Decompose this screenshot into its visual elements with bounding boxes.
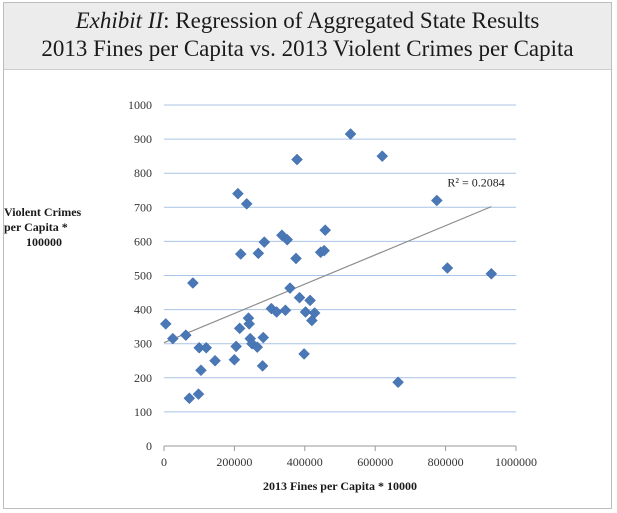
title-text: : Regression of Aggregated State Results	[163, 8, 540, 33]
y-tick-label: 600	[134, 234, 152, 248]
y-tick-label: 1000	[128, 98, 152, 112]
data-point	[290, 252, 302, 265]
data-point	[293, 291, 306, 304]
data-point	[183, 392, 196, 405]
x-tick-label: 0	[161, 455, 167, 469]
data-point	[192, 388, 205, 401]
data-point	[200, 341, 213, 354]
data-point	[252, 247, 265, 260]
y-axis-label-line-2: per Capita *	[4, 220, 68, 234]
y-tick-label: 100	[134, 405, 152, 419]
y-tick-label: 900	[134, 132, 152, 146]
data-point	[299, 306, 312, 318]
data-point	[209, 354, 221, 367]
regression-trendline	[163, 206, 492, 344]
data-point	[257, 331, 270, 344]
data-point	[179, 329, 192, 342]
data-point	[319, 224, 332, 237]
y-tick-label: 300	[134, 337, 152, 351]
data-point	[308, 307, 321, 319]
chart-title: Exhibit II: Regression of Aggregated Sta…	[4, 7, 611, 35]
data-point	[240, 198, 253, 210]
x-tick-label: 600000	[357, 455, 393, 469]
data-point	[187, 277, 199, 289]
data-point	[230, 340, 243, 353]
y-axis-label: Violent Crimes per Capita * 100000	[4, 205, 110, 250]
data-point	[279, 304, 292, 317]
y-tick-label: 200	[134, 371, 152, 385]
x-tick-label: 1000000	[495, 455, 537, 469]
data-point	[298, 348, 310, 360]
data-point	[284, 282, 296, 294]
data-point	[318, 244, 331, 257]
data-point	[234, 248, 247, 260]
chart-header: Exhibit II: Regression of Aggregated Sta…	[4, 3, 611, 70]
data-point	[258, 236, 271, 248]
x-tick-label: 200000	[216, 455, 252, 469]
y-tick-label: 400	[134, 303, 152, 317]
exhibit-label: Exhibit II	[75, 8, 164, 33]
y-tick-label: 500	[134, 269, 152, 283]
data-point	[392, 376, 404, 389]
x-tick-label: 400000	[287, 455, 323, 469]
data-point	[344, 128, 357, 140]
data-point	[232, 187, 244, 200]
x-axis-label: 2013 Fines per Capita * 10000	[262, 479, 418, 493]
data-point	[195, 364, 207, 377]
exhibit-frame: Exhibit II: Regression of Aggregated Sta…	[3, 2, 612, 509]
data-point	[256, 360, 269, 372]
data-point	[430, 194, 443, 207]
y-axis-label-line-3: 100000	[26, 235, 62, 249]
y-tick-label: 0	[146, 439, 152, 453]
data-point	[281, 233, 294, 246]
data-point	[233, 322, 246, 335]
data-point	[251, 341, 264, 353]
x-tick-label: 800000	[428, 455, 464, 469]
y-tick-label: 700	[134, 200, 152, 214]
data-point	[228, 353, 241, 366]
data-point	[243, 318, 256, 330]
data-point	[291, 153, 303, 166]
data-point	[485, 267, 498, 280]
data-point	[304, 294, 316, 307]
data-point	[376, 150, 389, 163]
y-tick-label: 800	[134, 166, 152, 180]
y-axis-label-line-1: Violent Crimes	[4, 205, 82, 219]
chart-subtitle: 2013 Fines per Capita vs. 2013 Violent C…	[41, 36, 574, 61]
data-point	[159, 318, 172, 330]
r-squared-label: R² = 0.2084	[447, 176, 504, 190]
data-point	[166, 332, 179, 345]
data-point	[441, 262, 454, 274]
